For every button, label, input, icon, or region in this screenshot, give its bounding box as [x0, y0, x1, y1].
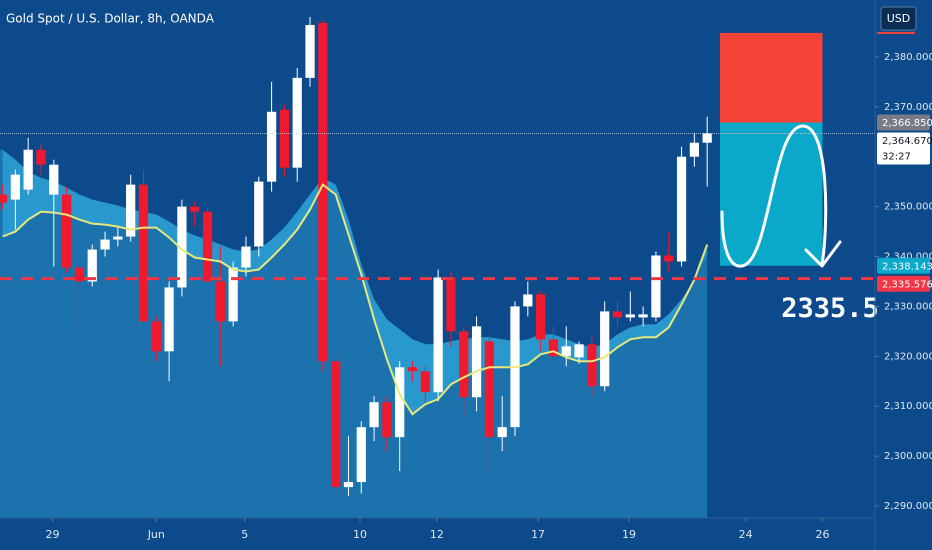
x-tick-label: 26 [815, 528, 829, 541]
price-badge-label: 2,364.670 [882, 136, 932, 147]
candle-body [100, 239, 110, 250]
candle-body [497, 427, 507, 438]
x-tick-label: 29 [46, 528, 60, 541]
candle-body [113, 236, 123, 240]
candle-body [446, 277, 456, 332]
drawn-arrow [720, 124, 842, 268]
price-badge [877, 257, 930, 274]
candle-body [433, 277, 443, 393]
y-tick-label: 2,310.000 [884, 401, 932, 412]
stop-zone [719, 32, 823, 123]
candle-body [343, 482, 354, 488]
y-tick-label: 2,320.000 [884, 351, 932, 362]
candle-body [689, 142, 699, 157]
y-tick-label: 2,370.000 [884, 102, 932, 113]
candle-body [664, 255, 674, 262]
candle-body [574, 344, 584, 358]
candle-body [151, 321, 161, 352]
candle-body [74, 267, 85, 282]
x-tick-label: 12 [430, 528, 444, 541]
candle-body [164, 287, 174, 352]
candle-body [23, 149, 33, 190]
price-badge-label: 2,335.576 [882, 279, 932, 290]
x-tick-label: 5 [241, 528, 248, 541]
x-tick-label: Jun [147, 528, 165, 541]
candle-body [177, 206, 187, 288]
price-badge-label: 2,366.850 [882, 118, 932, 129]
y-tick-label: 2,330.000 [884, 301, 932, 312]
candle-body [420, 371, 430, 393]
candle-body [395, 367, 405, 438]
y-tick-label: 2,350.000 [884, 202, 932, 213]
candle-body [612, 311, 623, 318]
candle-body [331, 361, 341, 488]
candle-body [407, 367, 418, 372]
x-tick-label: 17 [531, 528, 545, 541]
overlay-layer: 2335.5 [0, 32, 879, 416]
candle-body [548, 339, 559, 357]
candle-body [305, 24, 315, 78]
candle-body [241, 246, 251, 268]
candle-body [138, 184, 149, 322]
price-badge-label: 2,338.143 [882, 261, 932, 272]
candle-body [638, 314, 648, 318]
candle-body [279, 109, 290, 168]
candle-body [190, 206, 200, 212]
candle-body [215, 281, 225, 322]
stop-axis-marker [877, 31, 915, 34]
candle-body [266, 111, 277, 182]
candle-body [356, 427, 366, 483]
x-tick-label: 24 [739, 528, 753, 541]
currency-label[interactable]: USD [887, 12, 911, 25]
candle-body [471, 326, 482, 398]
candle-body [369, 402, 379, 428]
candle-body [228, 267, 238, 322]
chart-title: Gold Spot / U.S. Dollar, 8h, OANDA [6, 12, 215, 26]
candle-body [536, 294, 546, 340]
candle-body [676, 156, 687, 262]
candle-body [318, 22, 328, 362]
price-badge [877, 114, 930, 131]
candle-body [87, 249, 97, 282]
candle-body [523, 294, 533, 307]
x-tick-label: 10 [353, 528, 367, 541]
candle-body [382, 402, 392, 438]
candle-body [587, 344, 597, 387]
candle-body [202, 211, 213, 282]
annotation: 2335.5 [781, 293, 879, 324]
candle-layer [0, 16, 712, 497]
band [2, 149, 708, 415]
candle-body [126, 184, 136, 237]
candle-body [36, 149, 46, 165]
candle-body [62, 194, 72, 268]
currency-button[interactable]: USD [880, 6, 917, 31]
countdown-label: 32:27 [882, 152, 911, 163]
y-tick-label: 2,300.000 [884, 451, 932, 462]
candle-body [49, 164, 59, 195]
candle-body [651, 255, 661, 318]
candle-body [600, 311, 610, 387]
moving-average [2, 183, 709, 416]
candle-body [625, 314, 635, 318]
candle-body [0, 194, 8, 203]
candle-body [702, 133, 712, 143]
candle-body [561, 346, 571, 357]
candle-body [459, 331, 469, 398]
area-layer [0, 149, 708, 518]
price-badge [877, 132, 930, 165]
currency-button-box[interactable] [880, 6, 917, 31]
candle-body [254, 181, 264, 247]
candle-body [292, 77, 302, 168]
y-tick-label: 2,380.000 [884, 52, 932, 63]
x-tick-label: 19 [622, 528, 636, 541]
candle-body [484, 341, 494, 438]
y-tick-label: 2,290.000 [884, 501, 932, 512]
axis-layer: 2,290.000 2,300.000 2,310.000 2,320.000 2,33… [46, 31, 932, 541]
price-badge [877, 275, 930, 292]
candle-body [10, 174, 20, 200]
y-tick-label: 2,340.000 [884, 252, 932, 263]
